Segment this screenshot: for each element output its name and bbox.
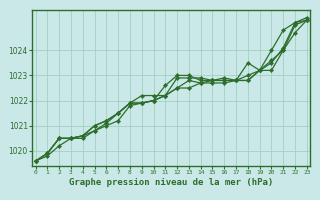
X-axis label: Graphe pression niveau de la mer (hPa): Graphe pression niveau de la mer (hPa): [69, 178, 273, 187]
